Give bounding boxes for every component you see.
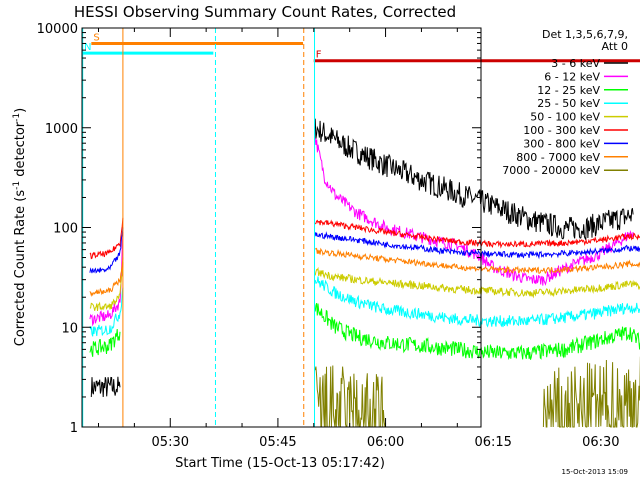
- flag-label-1: S: [93, 32, 99, 43]
- vline-layer: [82, 28, 316, 427]
- series-4-segment-1: [89, 287, 124, 337]
- series-8-segment-2: [314, 247, 640, 275]
- y-tick-label-3: 100: [53, 222, 78, 237]
- series-7: [89, 227, 640, 274]
- series-5-segment-2: [314, 266, 640, 299]
- y-axis-label-mid: detector: [13, 121, 28, 181]
- series-3-segment-2: [314, 303, 640, 361]
- chart-title: HESSI Observing Summary Count Rates, Cor…: [74, 3, 456, 21]
- flag-label-4: F: [316, 50, 322, 61]
- series-6: [89, 217, 640, 260]
- y-tick-label-4: 1000: [45, 122, 78, 137]
- plot-frame: [81, 27, 482, 428]
- series-5-segment-1: [89, 262, 124, 311]
- series-3: [89, 303, 640, 361]
- y-axis-label-sup2: -1: [12, 113, 22, 122]
- legend-label-8: 800 - 7000 keV: [516, 151, 600, 164]
- y-axis-label: Corrected Count Rate (s-1 detector-1): [12, 108, 28, 346]
- series-6-segment-1: [89, 217, 124, 260]
- y-tick-label-1: 1: [70, 421, 78, 436]
- series-1-segment-1: [90, 376, 121, 398]
- series-1: [90, 118, 634, 398]
- series-5: [89, 262, 640, 311]
- x-tick-label-2: 05:45: [259, 435, 296, 450]
- series-7-segment-1: [89, 227, 124, 274]
- y-tick-label-2: 10: [61, 321, 78, 336]
- x-tick-label-3: 06:00: [367, 435, 404, 450]
- series-8: [89, 247, 640, 298]
- legend-header-line1: Det 1,3,5,6,7,9,: [542, 28, 628, 41]
- series-layer: [89, 118, 640, 428]
- series-9-segment-2: [542, 356, 640, 428]
- series-9: [314, 356, 640, 428]
- series-8-segment-1: [89, 257, 124, 298]
- series-9-segment-1: [314, 365, 387, 428]
- x-tick-label-1: 05:30: [152, 435, 189, 450]
- legend-label-2: 6 - 12 keV: [544, 70, 600, 83]
- series-3-segment-1: [89, 328, 121, 357]
- legend-label-5: 50 - 100 keV: [530, 111, 600, 124]
- legend-label-6: 100 - 300 keV: [523, 124, 600, 137]
- flag-label-2: N: [84, 42, 91, 53]
- series-2-segment-1: [89, 232, 124, 327]
- series-2-segment-2: [314, 138, 634, 286]
- series-4-segment-2: [314, 276, 640, 328]
- y-axis-label-end: ): [13, 108, 28, 113]
- y-axis-label-sup1: -1: [12, 181, 22, 190]
- series-2: [89, 138, 634, 327]
- x-tick-label-4: 06:15: [474, 435, 511, 450]
- x-tick-label-5: 06:30: [582, 435, 619, 450]
- y-tick-label-5: 10000: [37, 22, 78, 37]
- series-1-segment-2: [314, 118, 634, 242]
- legend-label-3: 12 - 25 keV: [537, 84, 600, 97]
- legend-label-1: 3 - 6 keV: [551, 57, 600, 70]
- series-7-segment-2: [314, 231, 640, 260]
- footer-timestamp: 15-Oct-2013 15:09: [562, 468, 628, 476]
- legend-header-line2: Att 0: [602, 40, 628, 53]
- y-axis: 1 10 100 1000 10000: [37, 22, 481, 436]
- legend-label-9: 7000 - 20000 keV: [502, 164, 600, 177]
- x-axis-label: Start Time (15-Oct-13 05:17:42): [175, 456, 385, 471]
- series-6-segment-2: [314, 219, 640, 249]
- flag-layer: SNNF: [82, 32, 640, 63]
- legend-label-4: 25 - 50 keV: [537, 97, 600, 110]
- legend-label-7: 300 - 800 keV: [523, 137, 600, 150]
- series-4: [89, 276, 640, 337]
- y-axis-label-main: Corrected Count Rate (s: [13, 190, 28, 347]
